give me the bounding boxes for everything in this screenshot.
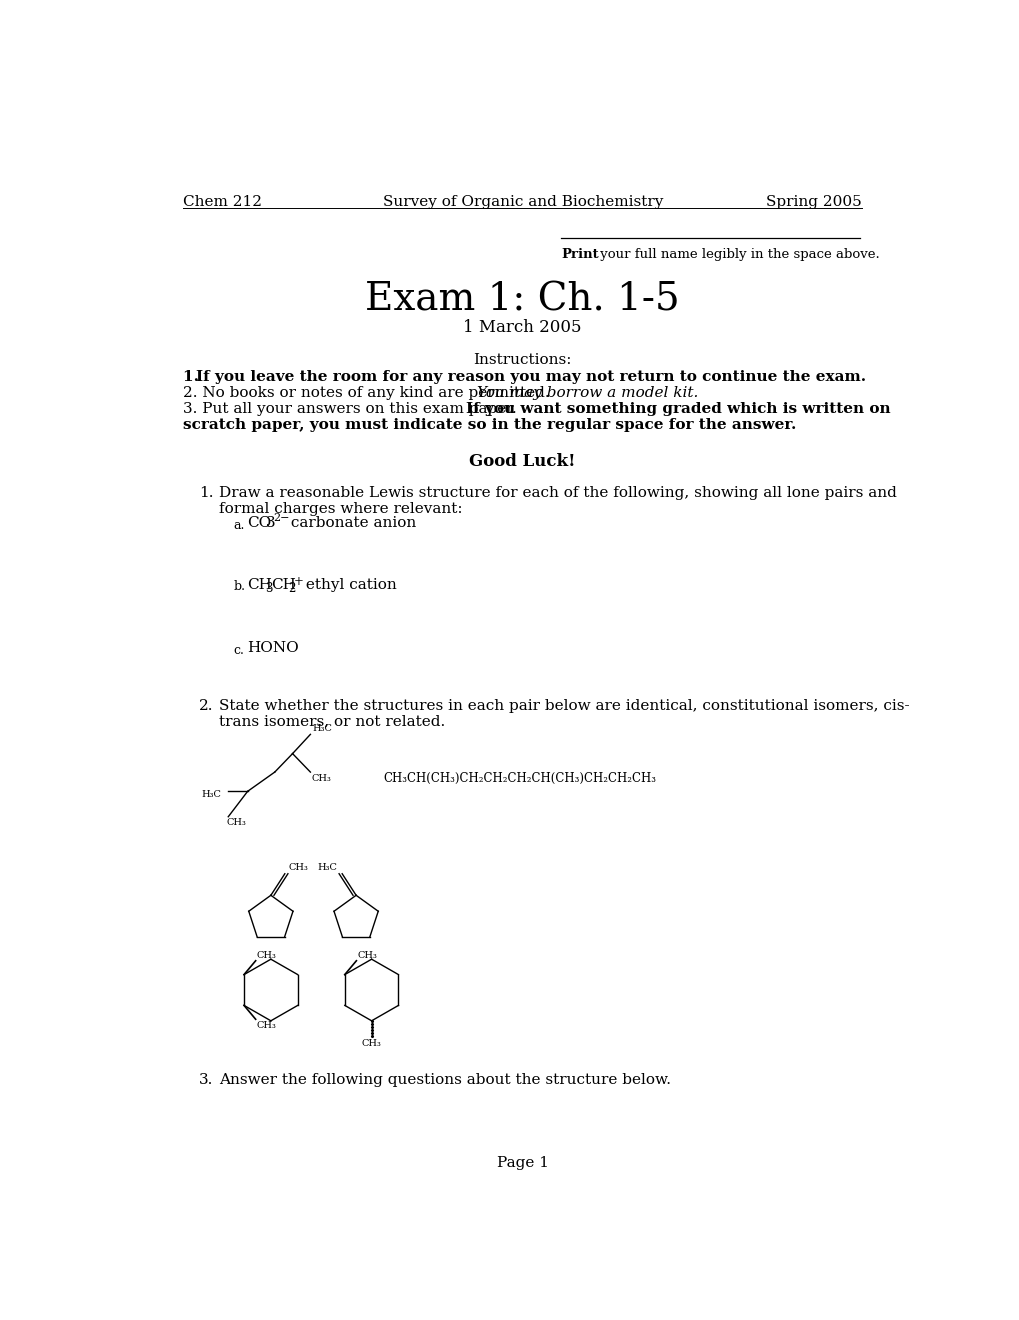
Text: H₃C: H₃C [317, 863, 337, 873]
Text: 3. Put all your answers on this exam paper.: 3. Put all your answers on this exam pap… [183, 403, 522, 417]
Text: HONO: HONO [248, 642, 300, 655]
Text: 1.: 1. [199, 486, 213, 500]
Text: 3: 3 [264, 582, 272, 595]
Text: H₃C: H₃C [201, 789, 221, 799]
Text: scratch paper, you must indicate so in the regular space for the answer.: scratch paper, you must indicate so in t… [183, 418, 796, 432]
Text: CH₃: CH₃ [288, 863, 309, 873]
Text: +: + [293, 576, 304, 587]
Text: b.: b. [233, 581, 246, 594]
Text: Page 1: Page 1 [496, 1155, 548, 1170]
Text: Draw a reasonable Lewis structure for each of the following, showing all lone pa: Draw a reasonable Lewis structure for ea… [219, 486, 896, 500]
Text: If you leave the room for any reason you may not return to continue the exam.: If you leave the room for any reason you… [196, 370, 865, 384]
Text: trans isomers, or not related.: trans isomers, or not related. [219, 714, 444, 729]
Text: Instructions:: Instructions: [473, 354, 572, 367]
Text: CH₃: CH₃ [362, 1039, 381, 1048]
Text: ethyl cation: ethyl cation [301, 578, 396, 593]
Text: 2.: 2. [199, 700, 213, 713]
Text: carbonate anion: carbonate anion [285, 516, 416, 531]
Text: formal charges where relevant:: formal charges where relevant: [219, 502, 463, 516]
Text: 2−: 2− [273, 512, 289, 523]
Text: CO: CO [248, 516, 272, 531]
Text: Survey of Organic and Biochemistry: Survey of Organic and Biochemistry [382, 195, 662, 210]
Text: Exam 1: Ch. 1-5: Exam 1: Ch. 1-5 [365, 281, 680, 318]
Text: 2. No books or notes of any kind are permitted.: 2. No books or notes of any kind are per… [183, 387, 554, 400]
Text: Answer the following questions about the structure below.: Answer the following questions about the… [219, 1073, 671, 1088]
Text: If you want something graded which is written on: If you want something graded which is wr… [466, 403, 890, 417]
Text: 2: 2 [287, 582, 296, 595]
Text: CH₃: CH₃ [256, 950, 276, 960]
Text: 1.: 1. [183, 370, 205, 384]
Text: CH₃: CH₃ [226, 818, 247, 828]
Text: CH: CH [271, 578, 296, 593]
Text: 3: 3 [265, 516, 275, 531]
Text: 3.: 3. [199, 1073, 213, 1088]
Text: Good Luck!: Good Luck! [469, 453, 576, 470]
Text: CH₃: CH₃ [357, 950, 377, 960]
Text: CH₃: CH₃ [256, 1020, 276, 1030]
Text: You may borrow a model kit.: You may borrow a model kit. [477, 387, 698, 400]
Text: Spring 2005: Spring 2005 [765, 195, 861, 210]
Text: c.: c. [233, 644, 245, 656]
Text: your full name legibly in the space above.: your full name legibly in the space abov… [596, 248, 879, 261]
Text: H₃C: H₃C [312, 723, 331, 733]
Text: a.: a. [233, 519, 245, 532]
Text: State whether the structures in each pair below are identical, constitutional is: State whether the structures in each pai… [219, 700, 909, 713]
Text: CH: CH [248, 578, 272, 593]
Text: Print: Print [560, 248, 598, 261]
Text: CH₃: CH₃ [312, 774, 331, 783]
Text: 1 March 2005: 1 March 2005 [463, 318, 582, 335]
Text: Chem 212: Chem 212 [183, 195, 262, 210]
Text: CH₃CH(CH₃)CH₂CH₂CH₂CH(CH₃)CH₂CH₂CH₃: CH₃CH(CH₃)CH₂CH₂CH₂CH(CH₃)CH₂CH₂CH₃ [383, 772, 655, 785]
